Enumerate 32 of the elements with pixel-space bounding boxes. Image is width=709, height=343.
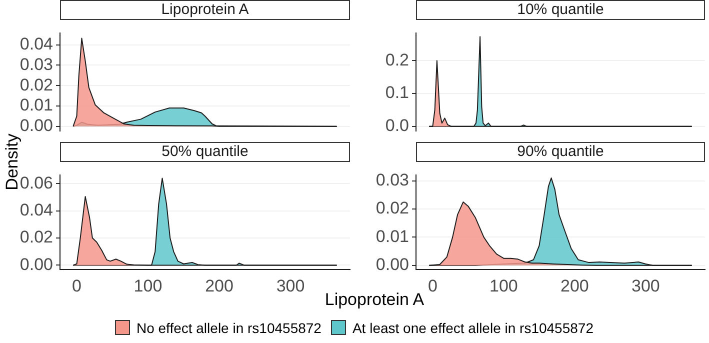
x-tick-label: 300	[276, 276, 305, 296]
legend-label: At least one effect allele in rs10455872	[351, 320, 594, 336]
y-tick-label: 0.04	[20, 34, 53, 54]
y-tick-label: 0.00	[20, 116, 53, 136]
y-tick-label: 0.2	[385, 50, 409, 70]
y-tick-label: 0.03	[20, 54, 53, 74]
chart-title: 50% quantile	[60, 142, 350, 162]
y-tick-label: 0.02	[20, 75, 53, 94]
y-tick-label: 0.1	[385, 83, 409, 102]
x-tick-label: 200	[205, 276, 234, 296]
x-tick-label: 0	[428, 276, 438, 296]
y-axis-title: Density	[2, 134, 22, 190]
y-tick-label: 0.06	[20, 173, 53, 192]
x-tick-label: 100	[134, 276, 162, 296]
y-tick-label: 0.02	[376, 198, 409, 218]
legend-label: No effect allele in rs10455872	[135, 320, 322, 336]
chart-title: 10% quantile	[416, 0, 705, 20]
x-axis-title: Lipoprotein A	[324, 290, 424, 309]
y-tick-label: 0.01	[20, 96, 53, 115]
y-tick-label: 0.01	[376, 226, 409, 246]
x-tick-label: 200	[560, 276, 589, 296]
y-tick-label: 0.0	[385, 116, 409, 136]
x-tick-label: 100	[490, 276, 518, 296]
y-tick-label: 0.03	[376, 170, 409, 190]
y-tick-label: 0.04	[20, 200, 53, 220]
chart-title: 90% quantile	[416, 142, 705, 162]
y-tick-label: 0.00	[20, 254, 53, 274]
chart-title: Lipoprotein A	[60, 0, 350, 20]
y-tick-label: 0.00	[376, 255, 409, 274]
x-tick-label: 0	[72, 276, 82, 296]
x-tick-label: 300	[632, 276, 660, 296]
y-tick-label: 0.02	[20, 228, 53, 247]
